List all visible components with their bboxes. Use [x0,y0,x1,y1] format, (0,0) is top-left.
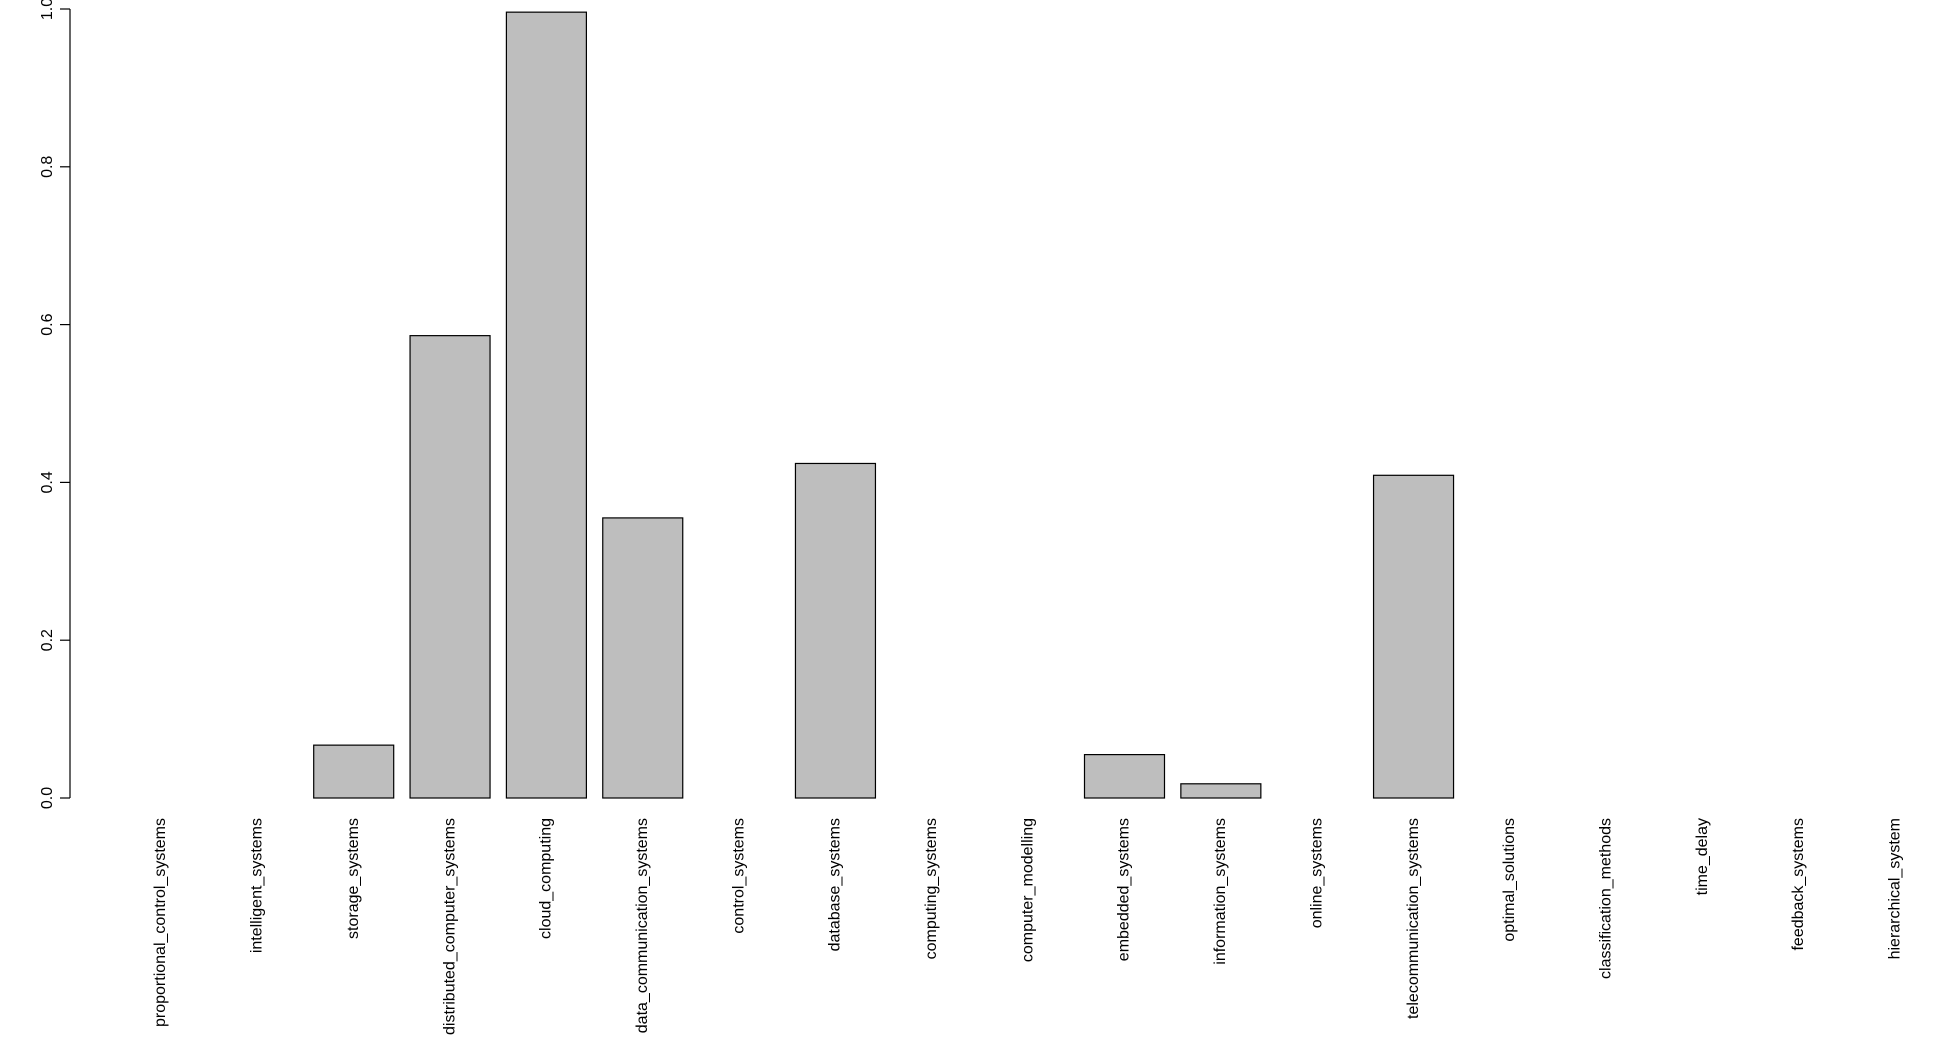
x-tick-label: cloud_computing [538,818,555,939]
bar [1180,783,1262,799]
x-tick-label: telecommunication_systems [1405,818,1422,1019]
x-tick-label: information_systems [1212,818,1229,965]
bar [505,11,587,799]
bar [794,462,877,799]
y-tick-label: 0.2 [39,629,56,651]
x-tick-label: storage_systems [345,818,362,939]
x-tick-label: proportional_control_systems [152,818,169,1027]
bar [409,335,491,799]
y-tick-label: 0.6 [39,313,56,335]
x-axis-labels: proportional_control_systems intelligent_… [152,818,1903,1035]
x-tick-label: computing_systems [923,818,940,959]
y-tick-label: 0.0 [39,787,56,809]
x-tick-label: distributed_computer_systems [441,818,458,1035]
x-tick-label: classification_methods [1597,818,1614,979]
bar [1372,474,1455,799]
x-tick-label: computer_modelling [1019,818,1036,962]
x-tick-label: feedback_systems [1790,818,1807,951]
y-axis: 0.0 0.2 0.4 0.6 0.8 1.0 [39,0,71,809]
x-tick-label: online_systems [1308,818,1325,928]
y-tick-label: 1.0 [39,0,56,20]
x-tick-label: hierarchical_system [1887,818,1904,959]
bar [1083,754,1166,799]
bar [602,517,684,799]
x-tick-label: embedded_systems [1116,818,1133,961]
x-tick-label: control_systems [730,818,747,934]
x-tick-label: data_communication_systems [634,818,651,1033]
y-tick-label: 0.8 [39,156,56,178]
bars [313,11,1455,799]
x-tick-label: intelligent_systems [249,818,266,953]
x-tick-label: database_systems [827,818,844,951]
y-tick-label: 0.4 [39,471,56,493]
bar [313,744,395,799]
x-tick-label: optimal_solutions [1501,818,1518,942]
x-tick-label: time_delay [1694,818,1711,895]
